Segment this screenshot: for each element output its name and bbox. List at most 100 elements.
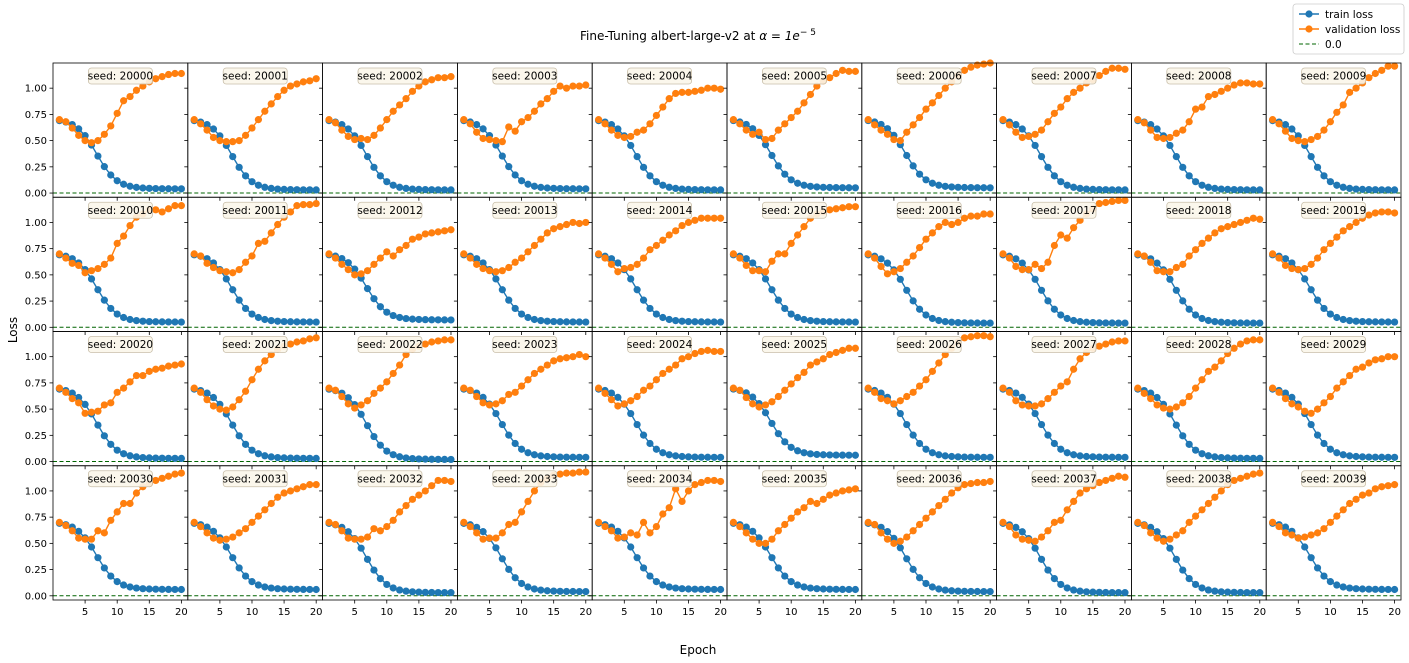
train-loss-point [274, 585, 282, 593]
y-tick-label: 0.75 [25, 513, 47, 524]
validation-loss-point [229, 403, 237, 411]
subplot-1: seed: 20001 [184, 62, 324, 201]
validation-loss-point [832, 489, 840, 497]
x-tick-label: 20 [175, 607, 188, 618]
train-loss-point [286, 454, 295, 462]
validation-loss-point [838, 346, 847, 354]
train-loss-point [383, 580, 391, 589]
seed-label-box [1031, 336, 1097, 353]
validation-loss-point [774, 250, 782, 258]
validation-loss-point [1281, 261, 1290, 270]
train-loss-point [646, 304, 654, 313]
validation-loss-point [1371, 356, 1379, 364]
validation-loss-point [800, 504, 808, 512]
train-loss-point [1281, 389, 1290, 397]
validation-loss-point [351, 535, 359, 543]
seed-label-box [357, 67, 423, 85]
subplot-27: seed: 20027 [993, 331, 1132, 470]
validation-loss-point [107, 254, 115, 262]
train-loss-point [440, 588, 449, 597]
train-loss-point [177, 454, 185, 462]
train-loss-point [948, 452, 956, 461]
validation-loss-point [75, 131, 83, 139]
train-loss-point [235, 432, 243, 440]
subplot-11: seed: 20011 [184, 196, 324, 335]
train-loss-point [537, 452, 545, 460]
validation-loss-point [1204, 92, 1213, 101]
train-loss-point [505, 163, 513, 171]
train-loss-point [794, 581, 802, 589]
train-loss-point [396, 586, 404, 594]
validation-loss-point [678, 497, 686, 506]
train-loss-point [704, 186, 712, 194]
validation-loss-point [1025, 266, 1033, 274]
validation-loss-point [75, 261, 83, 270]
train-loss-point [177, 185, 185, 193]
train-loss-point [376, 303, 384, 311]
validation-loss-point [562, 354, 571, 362]
validation-loss-point [729, 384, 738, 392]
validation-loss-point [1313, 405, 1322, 413]
seed-label-box [492, 67, 558, 85]
train-loss-point [742, 120, 750, 129]
subplot-5: seed: 20005 [723, 62, 863, 201]
train-loss-point [768, 554, 776, 562]
validation-loss-point [973, 212, 981, 220]
validation-loss-point [665, 365, 673, 373]
validation-loss-point [633, 531, 641, 539]
train-loss-point [954, 587, 962, 595]
train-loss-point [203, 389, 211, 397]
train-loss-point [1249, 454, 1257, 462]
x-tick-label: 20 [1388, 607, 1401, 618]
train-loss-point [1179, 566, 1187, 574]
train-loss-point [1037, 420, 1046, 429]
train-loss-point [627, 409, 635, 418]
validation-loss-point [1249, 214, 1257, 222]
validation-loss-point [415, 233, 423, 241]
validation-loss-point [357, 270, 365, 278]
train-loss-point [1050, 172, 1058, 180]
validation-loss-point [1037, 264, 1046, 273]
validation-loss-point [75, 399, 83, 407]
train-loss-point [363, 422, 372, 430]
train-loss-point [1172, 286, 1180, 294]
validation-loss-point [729, 250, 738, 258]
train-loss-point [274, 453, 282, 462]
train-loss-point [177, 318, 185, 326]
train-loss-point [704, 453, 712, 461]
validation-loss-point [665, 504, 673, 512]
train-loss-point [306, 585, 314, 594]
validation-loss-point [1307, 531, 1315, 539]
validation-loss-point [1108, 64, 1116, 72]
validation-loss-point [1378, 66, 1386, 74]
validation-loss-point [697, 86, 705, 94]
train-loss-point [286, 585, 295, 593]
train-loss-point [428, 316, 436, 324]
train-loss-point [1333, 313, 1341, 322]
seed-label: seed: 20035 [762, 473, 827, 485]
validation-loss-point [235, 396, 243, 404]
train-loss-point [652, 445, 660, 453]
validation-loss-point [1294, 266, 1302, 274]
validation-loss-point [1025, 536, 1033, 544]
validation-loss-point [960, 214, 969, 222]
seed-label-box [1031, 470, 1097, 488]
train-loss-point [1339, 451, 1347, 459]
validation-loss-point [794, 374, 802, 382]
train-loss-point [517, 579, 526, 588]
x-tick-label: 10 [515, 607, 528, 618]
train-loss-point [672, 184, 680, 193]
train-loss-point [396, 183, 404, 191]
validation-loss-point [569, 353, 577, 361]
train-loss-point [152, 454, 160, 462]
validation-loss-point [1371, 209, 1379, 217]
train-loss-point [697, 186, 705, 194]
validation-loss-point [466, 120, 474, 128]
validation-loss-point [1121, 65, 1129, 73]
train-loss-point [973, 453, 981, 461]
validation-loss-point [806, 90, 815, 99]
train-loss-point [556, 453, 564, 461]
validation-loss-point [948, 489, 956, 497]
train-loss-point [1031, 275, 1039, 283]
